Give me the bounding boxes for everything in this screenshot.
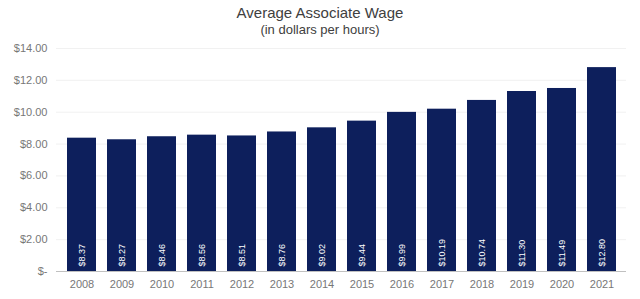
svg-text:$8.56: $8.56 (197, 244, 207, 267)
svg-text:2019: 2019 (510, 278, 534, 290)
svg-text:$11.49: $11.49 (557, 240, 567, 267)
svg-text:$9.99: $9.99 (397, 244, 407, 267)
svg-text:2012: 2012 (230, 278, 254, 290)
svg-text:2010: 2010 (150, 278, 174, 290)
svg-text:$8.51: $8.51 (237, 244, 247, 267)
svg-text:$14.00: $14.00 (14, 42, 48, 54)
svg-text:$9.02: $9.02 (317, 244, 327, 267)
svg-text:2014: 2014 (310, 278, 334, 290)
html-text:(in dollars per hours): (in dollars per hours) (260, 22, 380, 37)
svg-text:2017: 2017 (430, 278, 454, 290)
svg-text:$10.19: $10.19 (437, 239, 447, 267)
svg-text:$8.76: $8.76 (277, 244, 287, 267)
svg-text:$10.74: $10.74 (477, 239, 487, 267)
svg-text:$2.00: $2.00 (20, 233, 48, 245)
html-text:Average Associate Wage: Average Associate Wage (236, 4, 404, 21)
svg-text:$10.00: $10.00 (14, 106, 48, 118)
svg-text:2015: 2015 (350, 278, 374, 290)
svg-text:$8.27: $8.27 (117, 244, 127, 267)
svg-text:2016: 2016 (390, 278, 414, 290)
svg-text:$8.46: $8.46 (157, 244, 167, 267)
svg-text:$4.00: $4.00 (20, 201, 48, 213)
svg-text:2020: 2020 (550, 278, 574, 290)
svg-text:$11.30: $11.30 (517, 240, 527, 267)
svg-text:2021: 2021 (590, 278, 614, 290)
svg-text:2008: 2008 (70, 278, 94, 290)
svg-text:$12.80: $12.80 (597, 239, 607, 267)
svg-text:$9.44: $9.44 (357, 244, 367, 267)
svg-text:2011: 2011 (190, 278, 214, 290)
svg-text:$8.00: $8.00 (20, 138, 48, 150)
svg-text:$-: $- (38, 265, 48, 277)
svg-text:$8.37: $8.37 (77, 244, 87, 267)
svg-text:$12.00: $12.00 (14, 74, 48, 86)
svg-text:2009: 2009 (110, 278, 134, 290)
svg-text:2013: 2013 (270, 278, 294, 290)
svg-text:$6.00: $6.00 (20, 169, 48, 181)
svg-text:2018: 2018 (470, 278, 494, 290)
